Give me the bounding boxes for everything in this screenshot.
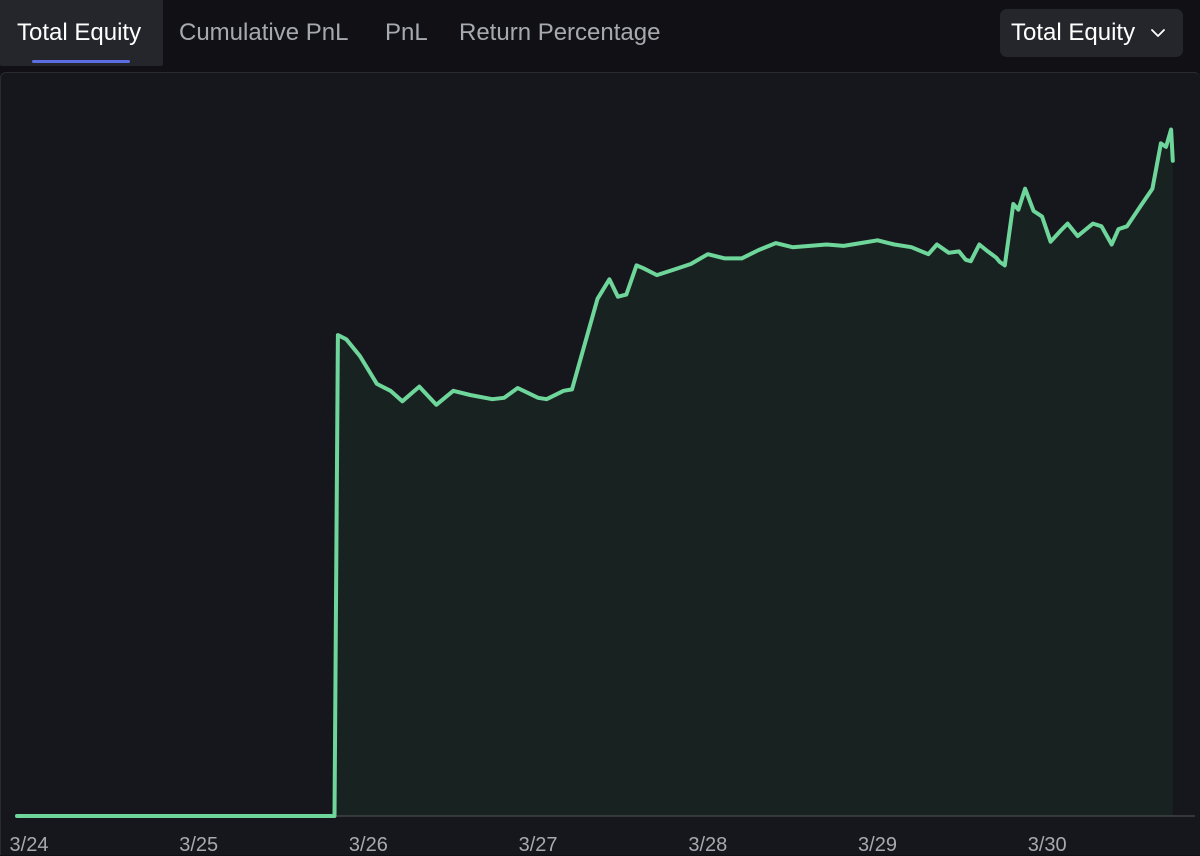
chart-panel: 3/24 3/25 3/26 3/27 3/28 3/29 3/30 (0, 72, 1200, 856)
x-tick-label: 3/24 (10, 834, 49, 856)
x-axis-ticks: 3/24 3/25 3/26 3/27 3/28 3/29 3/30 (10, 834, 1067, 856)
tab-label: Return Percentage (459, 19, 661, 46)
equity-line (15, 127, 1175, 818)
metric-select[interactable]: Total Equity (1000, 9, 1183, 57)
x-tick-label: 3/26 (349, 834, 388, 856)
tab-pnl[interactable]: PnL (385, 0, 428, 66)
x-tick-label: 3/29 (858, 834, 897, 856)
x-tick-label: 3/27 (519, 834, 558, 856)
x-tick-label: 3/28 (688, 834, 727, 856)
tab-total-equity[interactable]: Total Equity (0, 0, 163, 66)
metric-select-value: Total Equity (1011, 19, 1136, 46)
x-tick-label: 3/25 (179, 834, 218, 856)
equity-chart: 3/24 3/25 3/26 3/27 3/28 3/29 3/30 (10, 127, 1195, 856)
active-tab-indicator (32, 60, 130, 63)
tab-label: PnL (385, 19, 428, 46)
equity-area (17, 129, 1173, 816)
x-tick-label: 3/30 (1028, 834, 1067, 856)
tab-cumulative-pnl[interactable]: Cumulative PnL (179, 0, 348, 66)
tab-label: Total Equity (17, 19, 142, 46)
chart-tab-bar: Total Equity Cumulative PnL PnL Return P… (0, 0, 1200, 66)
tab-label: Cumulative PnL (179, 19, 349, 46)
tab-return-percentage[interactable]: Return Percentage (459, 0, 660, 66)
chevron-down-icon (1151, 29, 1165, 37)
